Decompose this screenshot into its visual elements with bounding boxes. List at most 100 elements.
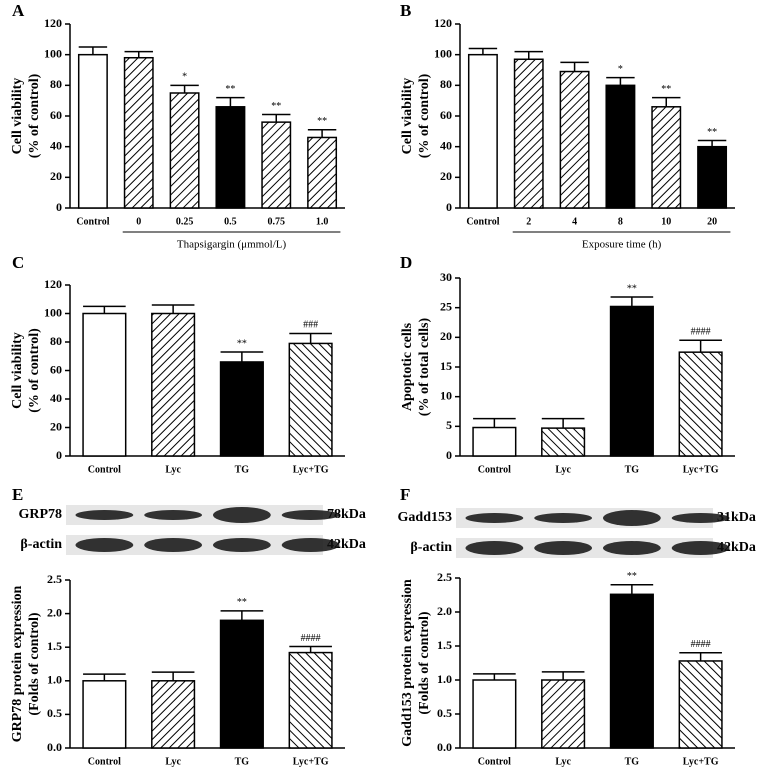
bar <box>77 53 108 209</box>
blot-label: Gadd153 <box>398 510 452 525</box>
bar <box>467 53 498 209</box>
bar <box>219 361 264 457</box>
bar <box>559 70 590 209</box>
significance-label: ** <box>237 597 247 608</box>
blot-size: 42kDa <box>717 540 756 555</box>
y-tick-label: 20 <box>50 169 62 183</box>
x-tick-label: 0.5 <box>224 216 237 227</box>
blot-band <box>213 507 271 523</box>
bar <box>513 58 544 209</box>
x-tick-label: Lyc+TG <box>683 464 719 475</box>
y-tick-label: 15 <box>440 359 452 373</box>
x-tick-label: Lyc+TG <box>293 464 329 475</box>
y-tick-label: 40 <box>50 138 62 152</box>
significance-label: ** <box>225 84 235 95</box>
y-tick-label: 1.5 <box>437 638 452 652</box>
bar <box>261 121 292 209</box>
bar <box>151 680 196 749</box>
x-tick-label: 1.0 <box>316 216 329 227</box>
bar <box>307 136 338 209</box>
x-tick-label: TG <box>235 756 250 767</box>
y-tick-label: 1.5 <box>47 639 62 653</box>
y-tick-label: 100 <box>434 46 452 60</box>
x-tick-label: 0.25 <box>176 216 194 227</box>
y-axis-label: Cell viability <box>10 78 25 155</box>
panel-letter: F <box>400 485 410 504</box>
bar <box>678 351 723 457</box>
bar <box>472 426 517 457</box>
y-tick-label: 0.5 <box>47 706 62 720</box>
bar <box>541 427 586 457</box>
blot-size: 78kDa <box>327 507 366 522</box>
y-tick-label: 0 <box>56 448 62 462</box>
bar <box>651 106 682 209</box>
blot-band <box>465 541 524 555</box>
bar <box>288 342 333 457</box>
x-tick-label: 0.75 <box>268 216 286 227</box>
blot-band <box>603 510 661 526</box>
y-tick-label: 40 <box>50 391 62 405</box>
y-axis-label: Gadd153 protein expression <box>400 579 415 747</box>
y-axis-label: (Folds of control) <box>417 611 432 715</box>
bar <box>288 651 333 749</box>
bar <box>678 660 723 749</box>
bar <box>609 305 654 457</box>
y-tick-label: 80 <box>50 334 62 348</box>
significance-label: ** <box>627 571 637 582</box>
significance-label: * <box>618 64 623 75</box>
y-tick-label: 0 <box>446 200 452 214</box>
y-tick-label: 10 <box>440 388 452 402</box>
blot-band <box>671 513 730 523</box>
y-tick-label: 5 <box>446 418 452 432</box>
y-tick-label: 0.0 <box>437 740 452 754</box>
x-tick-label: 10 <box>661 216 671 227</box>
y-tick-label: 2.0 <box>437 604 452 618</box>
bar <box>82 312 127 457</box>
y-tick-label: 2.5 <box>437 570 452 584</box>
x-axis-label: Exposure time (h) <box>582 239 662 251</box>
blot-band <box>213 538 271 552</box>
x-tick-label: 20 <box>707 216 717 227</box>
y-tick-label: 60 <box>50 108 62 122</box>
y-tick-label: 0 <box>56 200 62 214</box>
x-tick-label: 4 <box>572 216 577 227</box>
x-tick-label: Control <box>478 464 511 475</box>
blot-band <box>465 513 524 523</box>
y-axis-label: (% of control) <box>417 73 432 158</box>
bar <box>151 312 196 457</box>
y-tick-label: 2.0 <box>47 605 62 619</box>
y-axis-label: (Folds of control) <box>27 612 42 716</box>
significance-label: #### <box>691 327 711 338</box>
significance-label: ** <box>271 101 281 112</box>
x-tick-label: Lyc+TG <box>293 756 329 767</box>
y-tick-label: 20 <box>440 169 452 183</box>
y-tick-label: 30 <box>440 270 452 284</box>
blot-band <box>144 510 202 520</box>
blot-label: β-actin <box>20 537 62 552</box>
x-tick-label: TG <box>625 464 640 475</box>
blot-label: GRP78 <box>18 507 62 522</box>
blot-band <box>281 538 340 552</box>
blot-band <box>75 538 134 552</box>
y-tick-label: 0 <box>446 448 452 462</box>
y-tick-label: 60 <box>440 108 452 122</box>
x-tick-label: Lyc <box>555 464 571 475</box>
blot-label: β-actin <box>410 540 452 555</box>
significance-label: * <box>182 72 187 83</box>
y-tick-label: 20 <box>440 329 452 343</box>
significance-label: ** <box>237 338 247 349</box>
panel-letter: D <box>400 253 412 272</box>
y-tick-label: 25 <box>440 299 452 313</box>
x-tick-label: 2 <box>526 216 531 227</box>
y-tick-label: 1.0 <box>47 673 62 687</box>
y-tick-label: 80 <box>440 77 452 91</box>
y-tick-label: 100 <box>44 46 62 60</box>
x-tick-label: 0 <box>136 216 141 227</box>
x-tick-label: Lyc <box>555 756 571 767</box>
bar <box>123 56 154 209</box>
y-axis-label: (% of total cells) <box>417 317 432 416</box>
significance-label: ** <box>707 127 717 138</box>
x-tick-label: TG <box>625 756 640 767</box>
y-tick-label: 120 <box>44 16 62 30</box>
blot-band <box>144 538 202 552</box>
